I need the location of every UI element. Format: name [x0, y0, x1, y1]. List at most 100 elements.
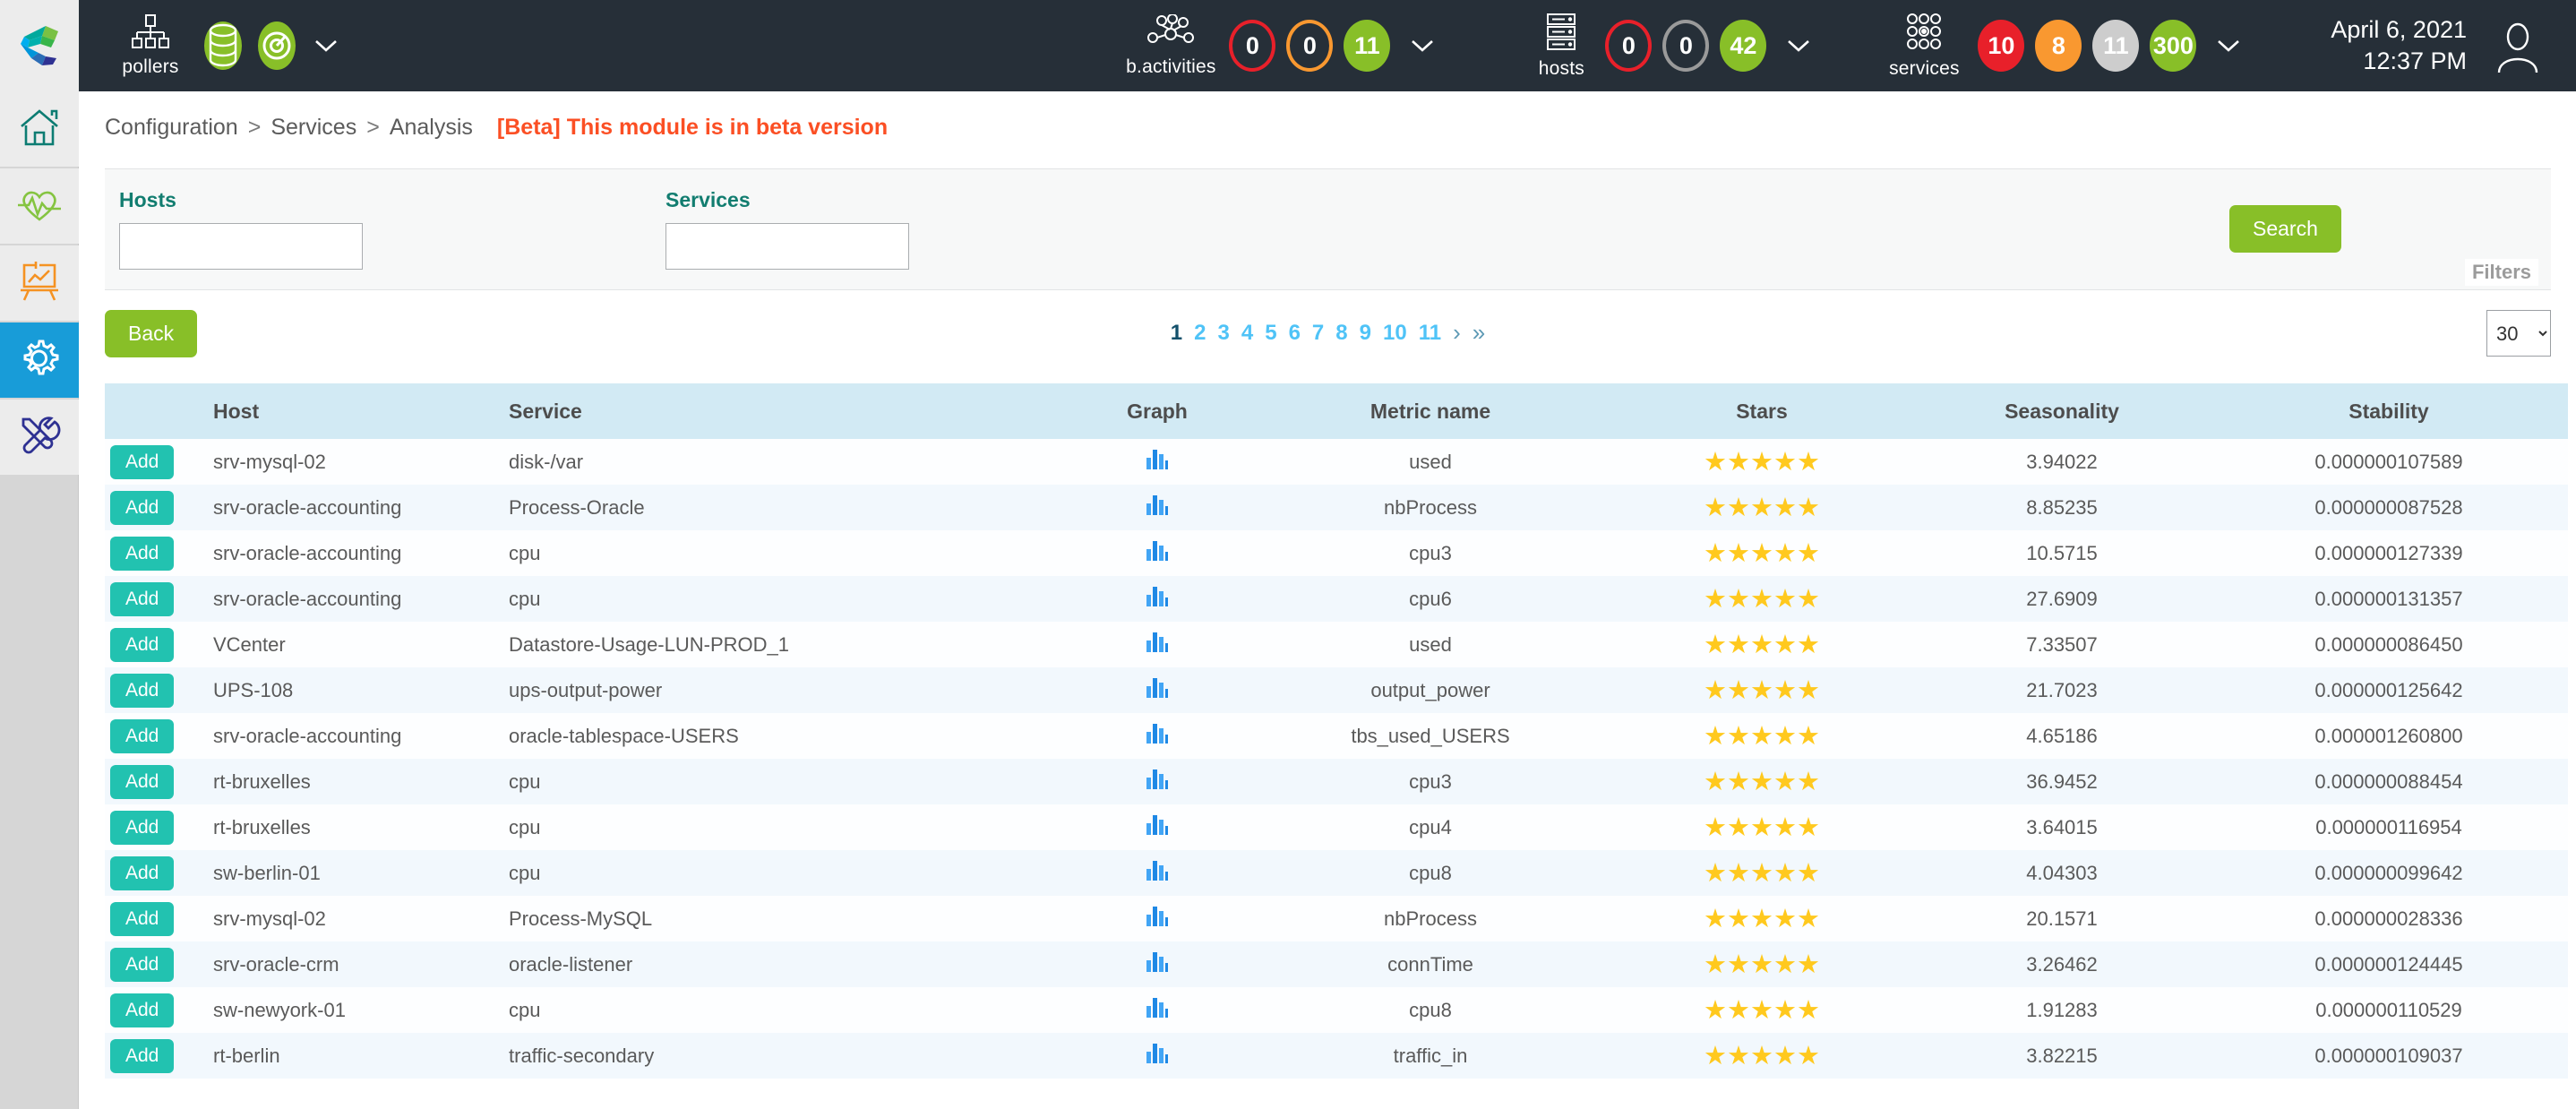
activities-chevron-down-icon[interactable] — [1410, 39, 1435, 53]
pagination-next-icon[interactable]: › — [1453, 319, 1461, 346]
sidebar-item-configuration[interactable] — [0, 322, 79, 398]
gear-icon — [17, 336, 62, 385]
bar-chart-icon[interactable] — [1146, 494, 1169, 521]
pollers-group[interactable]: pollers — [79, 0, 351, 91]
column-header-stability: Stability — [2210, 383, 2568, 439]
hosts-counter-up[interactable]: 42 — [1720, 20, 1767, 72]
cell-service: traffic-secondary — [509, 1044, 655, 1067]
cell-stars: ★★★★★ — [1610, 667, 1914, 713]
hosts-counter-down[interactable]: 0 — [1605, 20, 1653, 72]
pollers-indicator[interactable]: pollers — [109, 13, 192, 78]
services-counter-unknown[interactable]: 11 — [2092, 20, 2140, 72]
bar-chart-icon[interactable] — [1146, 997, 1169, 1024]
cell-graph — [1063, 667, 1251, 713]
breadcrumb-item-analysis[interactable]: Analysis — [389, 115, 473, 140]
pagination-page-9[interactable]: 9 — [1359, 320, 1371, 345]
services-indicator[interactable]: services — [1876, 13, 1972, 80]
hosts-filter-input[interactable] — [119, 223, 363, 270]
pagination-page-2[interactable]: 2 — [1194, 320, 1206, 345]
bar-chart-icon[interactable] — [1146, 1043, 1169, 1070]
bar-chart-icon[interactable] — [1146, 449, 1169, 476]
table-header-row: Host Service Graph Metric name Stars Sea… — [105, 383, 2568, 439]
back-button[interactable]: Back — [105, 310, 198, 357]
cell-stars: ★★★★★ — [1610, 530, 1914, 576]
bar-chart-icon[interactable] — [1146, 814, 1169, 841]
activities-counter-ok[interactable]: 11 — [1344, 20, 1391, 72]
bar-chart-icon[interactable] — [1146, 951, 1169, 978]
search-button[interactable]: Search — [2229, 205, 2341, 253]
pagination-page-6[interactable]: 6 — [1288, 320, 1301, 345]
database-icon[interactable] — [201, 20, 245, 72]
add-button[interactable]: Add — [110, 673, 175, 708]
bar-chart-icon[interactable] — [1146, 723, 1169, 750]
pollers-chevron-down-icon[interactable] — [313, 39, 339, 53]
row-action-cell: Add — [105, 530, 212, 576]
table-row: Add rt-bruxelles cpu cpu4 ★★★★★ 3.64015 0.0000… — [105, 804, 2568, 850]
pagination-page-8[interactable]: 8 — [1335, 320, 1348, 345]
add-button[interactable]: Add — [110, 536, 175, 571]
bar-chart-icon[interactable] — [1146, 677, 1169, 704]
add-button[interactable]: Add — [110, 490, 175, 525]
pagination-page-7[interactable]: 7 — [1311, 320, 1325, 345]
bar-chart-icon[interactable] — [1146, 632, 1169, 658]
bar-chart-icon[interactable] — [1146, 860, 1169, 887]
pagination-last-icon[interactable]: » — [1472, 319, 1486, 346]
cell-stars: ★★★★★ — [1610, 713, 1914, 759]
cell-seasonality: 3.82215 — [2026, 1044, 2098, 1067]
hosts-group[interactable]: hosts 0 0 42 — [1523, 0, 1824, 91]
cell-graph — [1063, 439, 1251, 485]
left-nav-rail — [0, 91, 79, 1109]
cell-service: oracle-tablespace-USERS — [509, 724, 739, 747]
bar-chart-icon[interactable] — [1146, 540, 1169, 567]
pagination-page-4[interactable]: 4 — [1241, 320, 1254, 345]
activities-indicator[interactable]: b.activities — [1118, 13, 1224, 78]
activities-counter-warning[interactable]: 0 — [1286, 20, 1334, 72]
add-button[interactable]: Add — [110, 1038, 175, 1073]
activities-counter-critical[interactable]: 0 — [1229, 20, 1276, 72]
sidebar-item-administration[interactable] — [0, 400, 79, 475]
services-chevron-down-icon[interactable] — [2216, 39, 2241, 53]
bar-chart-icon[interactable] — [1146, 769, 1169, 795]
star-rating: ★★★★★ — [1704, 996, 1820, 1025]
pagination-page-1[interactable]: 1 — [1170, 320, 1183, 345]
breadcrumb-item-configuration[interactable]: Configuration — [105, 115, 238, 140]
add-button[interactable]: Add — [110, 947, 175, 982]
pagination-page-11[interactable]: 11 — [1418, 320, 1442, 345]
engine-target-icon[interactable] — [254, 20, 299, 72]
cell-stars: ★★★★★ — [1610, 850, 1914, 896]
user-avatar-icon[interactable] — [2490, 18, 2546, 73]
add-button[interactable]: Add — [110, 444, 175, 479]
add-button[interactable]: Add — [110, 581, 175, 616]
add-button[interactable]: Add — [110, 627, 175, 662]
pagination-page-3[interactable]: 3 — [1217, 320, 1230, 345]
bar-chart-icon[interactable] — [1146, 586, 1169, 613]
sidebar-item-home[interactable] — [0, 91, 79, 167]
sidebar-item-reporting[interactable] — [0, 245, 79, 321]
pagination-page-10[interactable]: 10 — [1383, 320, 1407, 345]
sidebar-item-monitoring[interactable] — [0, 168, 79, 244]
hosts-indicator[interactable]: hosts — [1523, 13, 1600, 80]
cell-service: ups-output-power — [509, 678, 663, 701]
add-button[interactable]: Add — [110, 993, 175, 1027]
star-rating: ★★★★★ — [1704, 950, 1820, 979]
services-counter-ok[interactable]: 300 — [2150, 20, 2197, 72]
services-filter-input[interactable] — [665, 223, 909, 270]
business-activities-group[interactable]: b.activities 0 0 11 — [1118, 0, 1447, 91]
services-counter-warning[interactable]: 8 — [2035, 20, 2082, 72]
services-group[interactable]: services 10 8 11 300 — [1876, 0, 2254, 91]
cell-stars: ★★★★★ — [1610, 622, 1914, 667]
add-button[interactable]: Add — [110, 901, 175, 936]
add-button[interactable]: Add — [110, 855, 175, 890]
breadcrumb-item-services[interactable]: Services — [270, 115, 357, 140]
hosts-chevron-down-icon[interactable] — [1786, 39, 1811, 53]
hosts-counter-unreachable[interactable]: 0 — [1662, 20, 1710, 72]
add-button[interactable]: Add — [110, 718, 175, 753]
add-button[interactable]: Add — [110, 764, 175, 799]
per-page-select[interactable]: 10203050100 — [2486, 310, 2551, 357]
services-counter-critical[interactable]: 10 — [1978, 20, 2025, 72]
bar-chart-icon[interactable] — [1146, 906, 1169, 933]
cell-metric-name: traffic_in — [1393, 1044, 1468, 1067]
centreon-logo[interactable] — [0, 0, 79, 91]
pagination-page-5[interactable]: 5 — [1265, 320, 1277, 345]
add-button[interactable]: Add — [110, 810, 175, 845]
